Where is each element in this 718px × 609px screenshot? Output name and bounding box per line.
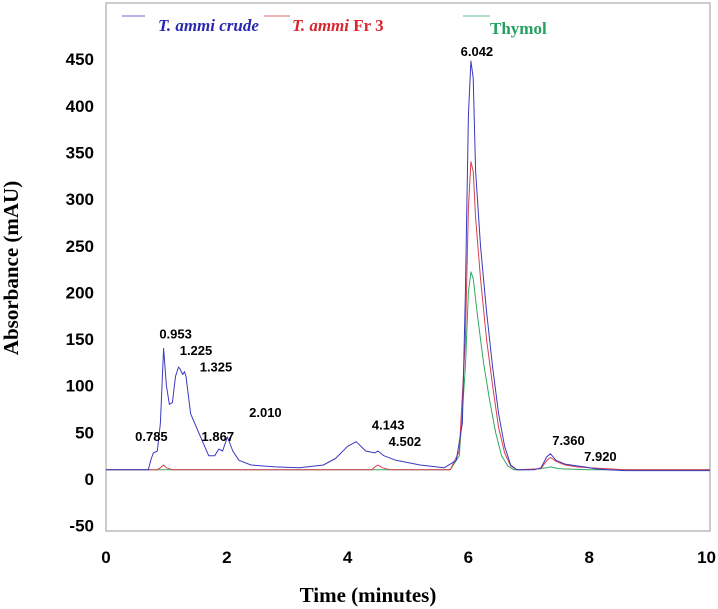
peak-label: 1.325	[200, 359, 233, 374]
legend-label-1: T. ammi Fr 3	[292, 16, 384, 35]
y-tick-label: 450	[66, 50, 94, 69]
x-tick-label: 8	[584, 548, 593, 567]
series-line-0	[106, 60, 710, 472]
series-line-2	[106, 271, 710, 471]
y-tick-label: -50	[69, 517, 94, 536]
y-tick-label: 400	[66, 97, 94, 116]
x-tick-label: 0	[101, 548, 110, 567]
x-axis-ticks: 0 2 4 6 8 10	[101, 548, 716, 567]
peak-label: 1.225	[180, 343, 213, 358]
y-tick-label: 0	[85, 470, 94, 489]
x-tick-label: 10	[697, 548, 716, 567]
series-layer	[106, 60, 710, 472]
x-tick-label: 4	[343, 548, 353, 567]
legend-label-0: T. ammi crude	[158, 16, 259, 35]
peak-label: 1.867	[202, 429, 235, 444]
x-axis-title: Time (minutes)	[300, 583, 437, 607]
y-tick-label: 100	[66, 377, 94, 396]
legend-label-2: Thymol	[490, 19, 547, 38]
x-tick-label: 2	[222, 548, 231, 567]
peak-label: 2.010	[249, 405, 282, 420]
y-tick-label: 350	[66, 143, 94, 162]
y-tick-label: 250	[66, 237, 94, 256]
peak-label: 4.143	[372, 418, 405, 433]
y-axis-ticks: -50 0 50 100 150 200 250 300 350 400 450	[66, 50, 94, 535]
y-tick-label: 200	[66, 283, 94, 302]
peak-label: 6.042	[461, 44, 494, 59]
y-tick-label: 300	[66, 190, 94, 209]
y-tick-label: 50	[75, 423, 94, 442]
peak-label: 0.953	[159, 326, 192, 341]
peak-label: 4.502	[389, 434, 422, 449]
y-tick-label: 150	[66, 330, 94, 349]
y-axis-title: Absorbance (mAU)	[0, 181, 23, 355]
legend: T. ammi crude T. ammi Fr 3 Thymol	[122, 15, 547, 38]
series-line-1	[106, 161, 710, 471]
x-tick-label: 6	[464, 548, 473, 567]
peak-label: 7.360	[552, 433, 585, 448]
peak-label: 7.920	[584, 449, 617, 464]
peak-label: 0.785	[135, 429, 168, 444]
plot-frame	[105, 2, 711, 532]
